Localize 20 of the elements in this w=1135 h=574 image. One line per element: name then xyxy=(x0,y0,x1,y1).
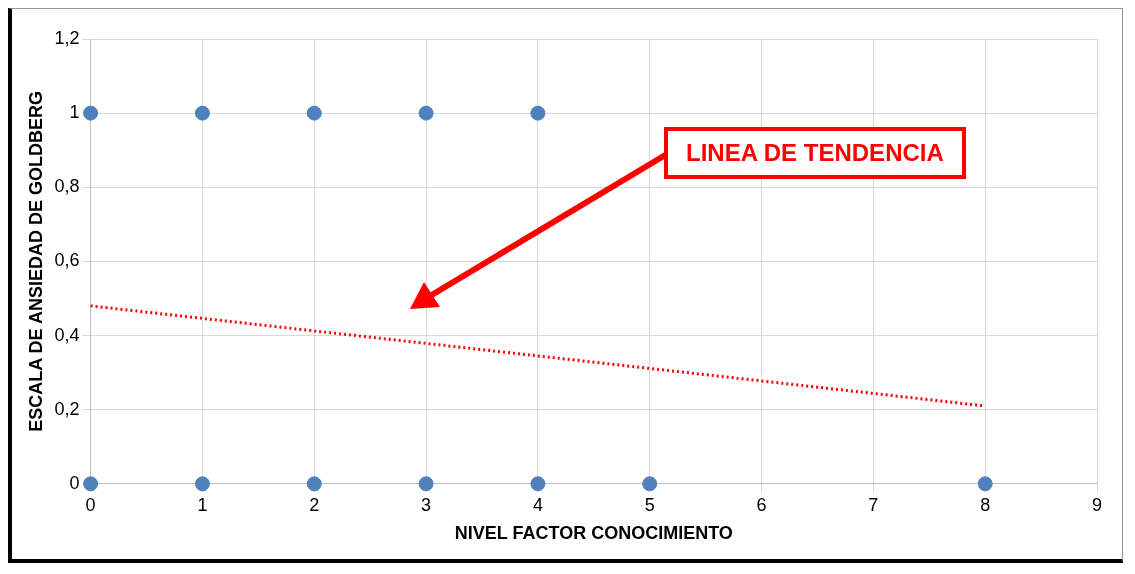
x-tick-label: 8 xyxy=(980,494,991,515)
annotation: LINEA DE TENDENCIA xyxy=(664,127,966,179)
y-tick-label: 0,6 xyxy=(54,250,80,271)
x-tick-label: 2 xyxy=(309,494,320,515)
y-tick-label: 0,8 xyxy=(54,176,80,197)
y-tick-label: 0,2 xyxy=(54,398,80,419)
y-tick-label: 1 xyxy=(69,102,80,123)
y-axis-title: ESCALA DE ANSIEDAD DE GOLDBERG xyxy=(25,91,46,432)
x-tick-label: 1 xyxy=(197,494,208,515)
y-tick-label: 0 xyxy=(69,472,80,493)
x-axis-title: NIVEL FACTOR CONOCIMIENTO xyxy=(454,523,733,544)
x-tick-label: 9 xyxy=(1091,494,1103,515)
x-tick-label: 0 xyxy=(85,494,96,515)
y-tick-label: 1,2 xyxy=(54,27,80,48)
x-tick-label: 7 xyxy=(868,494,879,515)
x-tick-label: 6 xyxy=(756,494,767,515)
x-tick-label: 3 xyxy=(421,494,432,515)
x-tick-label: 4 xyxy=(532,494,543,515)
y-tick-label: 0,4 xyxy=(54,324,80,345)
x-tick-label: 5 xyxy=(644,494,655,515)
